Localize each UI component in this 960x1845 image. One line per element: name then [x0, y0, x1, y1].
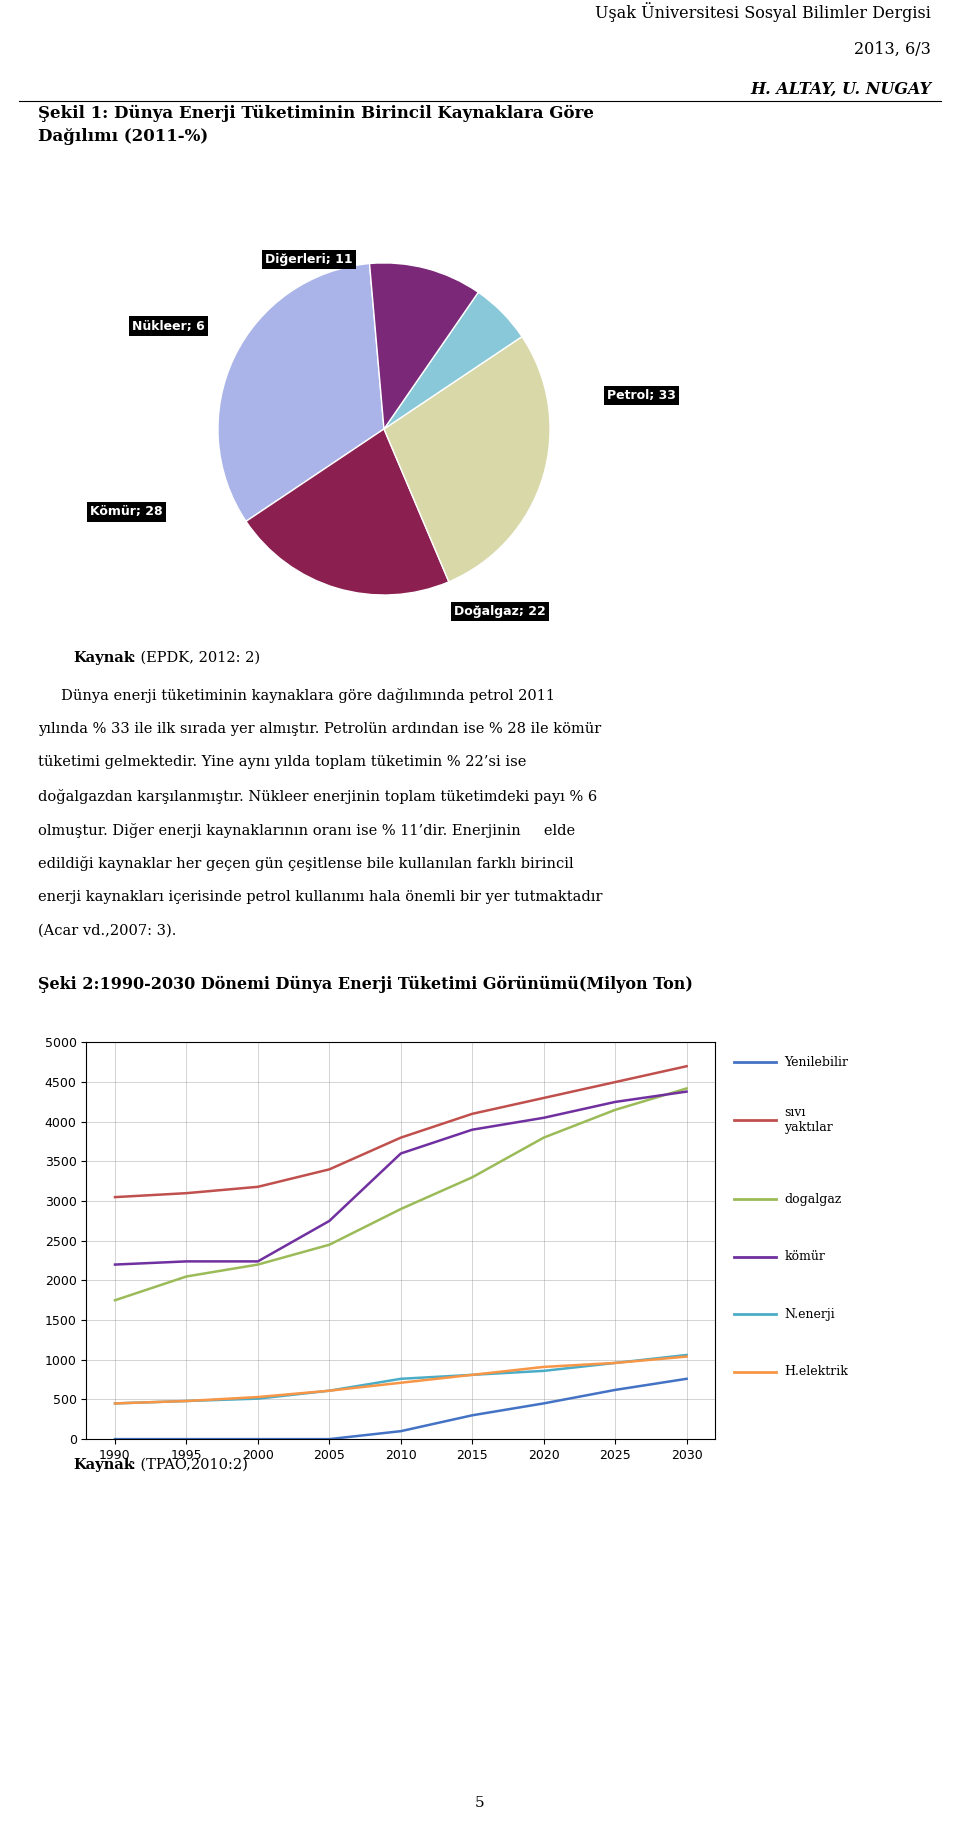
Text: 2013, 6/3: 2013, 6/3: [854, 41, 931, 59]
dogalgaz: [252, 1253, 264, 1275]
Text: Yenilebilir: Yenilebilir: [784, 1055, 849, 1068]
dogalgaz: [467, 1166, 478, 1188]
Text: Diğerleri; 11: Diğerleri; 11: [266, 253, 353, 266]
Text: Şeki 2:1990-2030 Dönemi Dünya Enerji Tüketimi Görünümü(Milyon Ton): Şeki 2:1990-2030 Dönemi Dünya Enerji Tük…: [38, 976, 693, 993]
sıvı
yaktılar: [180, 1183, 192, 1205]
dogalgaz: [180, 1266, 192, 1288]
Yenilebilir: [180, 1428, 192, 1450]
Yenilebilir: [610, 1378, 621, 1400]
H.elektrik: [324, 1380, 335, 1402]
Yenilebilir: [538, 1393, 549, 1415]
Line: N.enerji: N.enerji: [115, 1354, 686, 1404]
H.elektrik: [109, 1393, 121, 1415]
Line: Yenilebilir: Yenilebilir: [115, 1378, 686, 1439]
Text: Şekil 1: Dünya Enerji Tüketiminin Birincil Kaynaklara Göre
Dağılımı (2011-%): Şekil 1: Dünya Enerji Tüketiminin Birinc…: [38, 105, 594, 144]
dogalgaz: [538, 1127, 549, 1149]
Text: doğalgazdan karşılanmıştır. Nükleer enerjinin toplam tüketimdeki payı % 6: doğalgazdan karşılanmıştır. Nükleer ener…: [38, 790, 598, 804]
H.elektrik: [252, 1386, 264, 1408]
Line: dogalgaz: dogalgaz: [115, 1089, 686, 1301]
Yenilebilir: [681, 1367, 692, 1389]
sıvı
yaktılar: [681, 1055, 692, 1077]
H.elektrik: [396, 1371, 407, 1393]
sıvı
yaktılar: [396, 1127, 407, 1149]
Text: N.enerji: N.enerji: [784, 1308, 835, 1321]
kömür: [252, 1251, 264, 1273]
N.enerji: [610, 1352, 621, 1375]
sıvı
yaktılar: [252, 1175, 264, 1197]
N.enerji: [180, 1389, 192, 1411]
Yenilebilir: [467, 1404, 478, 1426]
Text: H. ALTAY, U. NUGAY: H. ALTAY, U. NUGAY: [750, 81, 931, 98]
Text: olmuştur. Diğer enerji kaynaklarının oranı ise % 11’dir. Enerjinin     elde: olmuştur. Diğer enerji kaynaklarının ora…: [38, 823, 576, 838]
Wedge shape: [218, 264, 384, 522]
kömür: [324, 1210, 335, 1232]
N.enerji: [467, 1363, 478, 1386]
Text: kömür: kömür: [784, 1251, 826, 1264]
N.enerji: [681, 1343, 692, 1365]
H.elektrik: [610, 1352, 621, 1375]
kömür: [396, 1142, 407, 1164]
dogalgaz: [610, 1100, 621, 1122]
dogalgaz: [109, 1290, 121, 1312]
Text: yılında % 33 ile ilk sırada yer almıştır. Petrolün ardından ise % 28 ile kömür: yılında % 33 ile ilk sırada yer almıştır…: [38, 721, 602, 736]
Text: : (TPAO,2010:2): : (TPAO,2010:2): [132, 1458, 248, 1472]
N.enerji: [396, 1367, 407, 1389]
Text: Dünya enerji tüketiminin kaynaklara göre dağılımında petrol 2011: Dünya enerji tüketiminin kaynaklara göre…: [38, 688, 556, 703]
sıvı
yaktılar: [610, 1070, 621, 1092]
Wedge shape: [370, 264, 478, 430]
Line: H.elektrik: H.elektrik: [115, 1356, 686, 1404]
kömür: [467, 1118, 478, 1140]
dogalgaz: [396, 1197, 407, 1220]
H.elektrik: [681, 1345, 692, 1367]
Text: 5: 5: [475, 1797, 485, 1810]
Wedge shape: [384, 292, 522, 430]
Text: Uşak Üniversitesi Sosyal Bilimler Dergisi: Uşak Üniversitesi Sosyal Bilimler Dergis…: [595, 2, 931, 22]
Line: sıvı
yaktılar: sıvı yaktılar: [115, 1066, 686, 1197]
kömür: [610, 1090, 621, 1113]
Wedge shape: [384, 336, 550, 581]
H.elektrik: [538, 1356, 549, 1378]
Text: H.elektrik: H.elektrik: [784, 1365, 849, 1378]
Text: edildiği kaynaklar her geçen gün çeşitlense bile kullanılan farklı birincil: edildiği kaynaklar her geçen gün çeşitle…: [38, 856, 574, 871]
Line: kömür: kömür: [115, 1092, 686, 1264]
kömür: [681, 1081, 692, 1103]
Text: sıvı
yaktılar: sıvı yaktılar: [784, 1105, 833, 1135]
Text: tüketimi gelmektedir. Yine aynı yılda toplam tüketimin % 22’si ise: tüketimi gelmektedir. Yine aynı yılda to…: [38, 755, 527, 769]
dogalgaz: [681, 1077, 692, 1100]
kömür: [109, 1253, 121, 1275]
Text: Nükleer; 6: Nükleer; 6: [132, 319, 204, 332]
H.elektrik: [180, 1389, 192, 1411]
Text: Doğalgaz; 22: Doğalgaz; 22: [454, 605, 546, 618]
sıvı
yaktılar: [324, 1159, 335, 1181]
Text: Petrol; 33: Petrol; 33: [607, 389, 676, 402]
Wedge shape: [246, 430, 449, 594]
Text: dogalgaz: dogalgaz: [784, 1192, 842, 1205]
kömür: [180, 1251, 192, 1273]
Text: (Acar vd.,2007: 3).: (Acar vd.,2007: 3).: [38, 924, 177, 937]
sıvı
yaktılar: [538, 1087, 549, 1109]
kömür: [538, 1107, 549, 1129]
Yenilebilir: [324, 1428, 335, 1450]
N.enerji: [109, 1393, 121, 1415]
N.enerji: [252, 1387, 264, 1410]
N.enerji: [324, 1380, 335, 1402]
Yenilebilir: [396, 1421, 407, 1443]
sıvı
yaktılar: [109, 1186, 121, 1208]
Text: : (EPDK, 2012: 2): : (EPDK, 2012: 2): [132, 651, 260, 664]
Text: Kaynak: Kaynak: [74, 651, 134, 664]
dogalgaz: [324, 1234, 335, 1256]
Text: enerji kaynakları içerisinde petrol kullanımı hala önemli bir yer tutmaktadır: enerji kaynakları içerisinde petrol kull…: [38, 889, 603, 904]
sıvı
yaktılar: [467, 1103, 478, 1125]
H.elektrik: [467, 1363, 478, 1386]
Yenilebilir: [252, 1428, 264, 1450]
Text: Kömür; 28: Kömür; 28: [90, 506, 163, 518]
Yenilebilir: [109, 1428, 121, 1450]
Text: Kaynak: Kaynak: [74, 1458, 134, 1472]
N.enerji: [538, 1360, 549, 1382]
